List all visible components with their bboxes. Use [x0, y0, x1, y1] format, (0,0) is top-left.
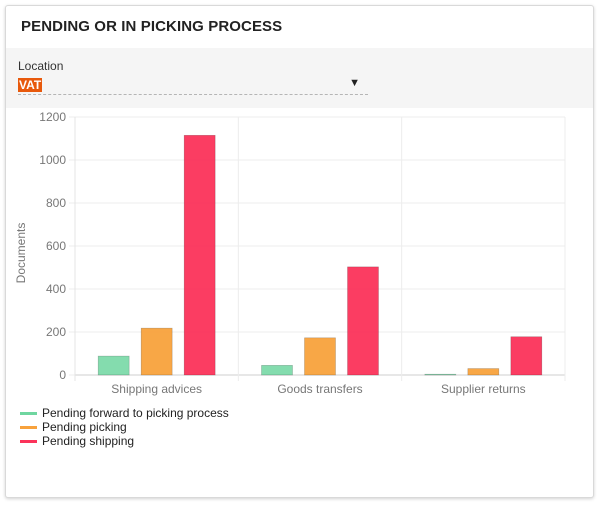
bar	[424, 373, 457, 376]
bar	[347, 266, 379, 376]
bars	[97, 134, 543, 376]
legend-label: Pending forward to picking process	[42, 406, 229, 420]
x-axis: Shipping advices Goods transfers Supplier …	[111, 382, 525, 396]
y-tick-label: 800	[46, 196, 66, 210]
bar	[304, 337, 336, 376]
bar	[183, 134, 216, 376]
x-tick-label: Shipping advices	[111, 382, 202, 396]
y-tick-label: 400	[46, 282, 66, 296]
legend-label: Pending picking	[42, 420, 127, 434]
bar	[467, 368, 500, 376]
y-tick-label: 1000	[39, 153, 66, 167]
x-tick-label: Supplier returns	[441, 382, 526, 396]
legend-swatch	[20, 426, 37, 429]
bar	[97, 355, 130, 376]
location-label: Location	[18, 59, 64, 73]
legend-label: Pending shipping	[42, 434, 135, 448]
bar	[140, 327, 173, 376]
dropdown-arrow-icon[interactable]: ▼	[349, 77, 360, 89]
legend-swatch	[20, 440, 37, 443]
bar	[510, 336, 543, 376]
x-tick-label: Goods transfers	[277, 382, 362, 396]
y-axis-label: Documents	[14, 223, 28, 284]
y-tick-label: 1200	[39, 110, 66, 124]
bar	[261, 365, 293, 376]
chart-card: PENDING OR IN PICKING PROCESS Location V…	[5, 5, 594, 498]
legend-swatch	[20, 412, 37, 415]
card-title: PENDING OR IN PICKING PROCESS	[21, 18, 283, 35]
y-tick-label: 0	[59, 368, 66, 382]
y-axis: 0 200 400 600 800 1000 1200	[39, 110, 66, 382]
y-tick-label: 600	[46, 239, 66, 253]
filter-panel: Location VAT ▼	[6, 48, 593, 108]
location-select[interactable]: VAT ▼	[18, 75, 368, 95]
location-selected-value: VAT	[18, 78, 43, 92]
y-tick-label: 200	[46, 325, 66, 339]
